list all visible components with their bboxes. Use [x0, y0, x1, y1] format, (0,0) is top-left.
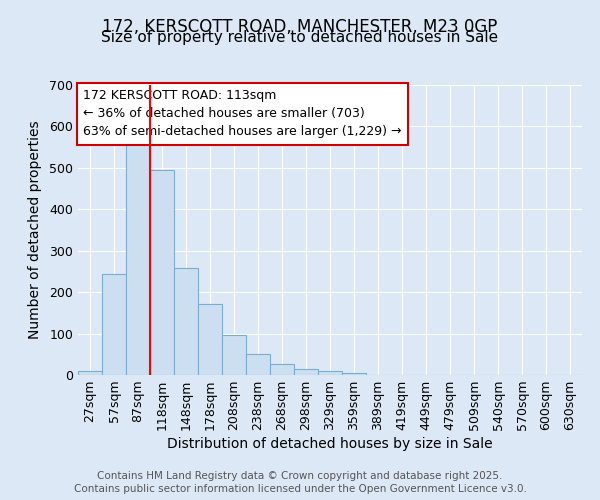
- Text: 172, KERSCOTT ROAD, MANCHESTER, M23 0GP: 172, KERSCOTT ROAD, MANCHESTER, M23 0GP: [103, 18, 497, 36]
- Bar: [342, 373, 366, 375]
- Bar: [246, 354, 270, 375]
- Text: Contains public sector information licensed under the Open Government Licence v3: Contains public sector information licen…: [74, 484, 526, 494]
- Bar: [78, 371, 102, 375]
- Bar: [222, 335, 246, 375]
- X-axis label: Distribution of detached houses by size in Sale: Distribution of detached houses by size …: [167, 438, 493, 452]
- Bar: [150, 170, 174, 375]
- Bar: [126, 136, 150, 375]
- Text: 172 KERSCOTT ROAD: 113sqm
← 36% of detached houses are smaller (703)
63% of semi: 172 KERSCOTT ROAD: 113sqm ← 36% of detac…: [83, 90, 401, 138]
- Text: Contains HM Land Registry data © Crown copyright and database right 2025.: Contains HM Land Registry data © Crown c…: [97, 471, 503, 481]
- Bar: [318, 371, 342, 375]
- Bar: [174, 268, 198, 375]
- Y-axis label: Number of detached properties: Number of detached properties: [28, 120, 42, 340]
- Bar: [294, 369, 318, 375]
- Text: Size of property relative to detached houses in Sale: Size of property relative to detached ho…: [101, 30, 499, 45]
- Bar: [270, 364, 294, 375]
- Bar: [198, 304, 222, 375]
- Bar: [102, 274, 126, 375]
